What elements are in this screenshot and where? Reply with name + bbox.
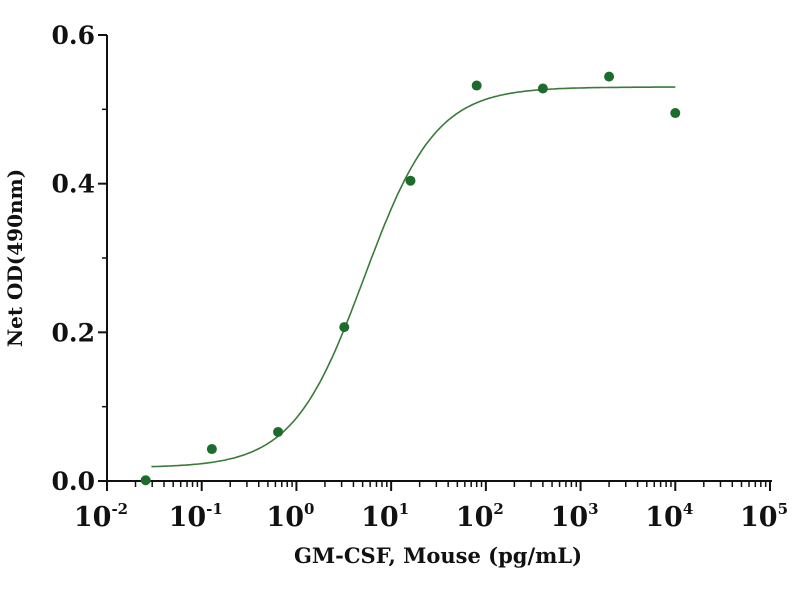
data-point — [339, 322, 350, 333]
data-point — [206, 444, 217, 455]
y-tick-label: 0.6 — [52, 21, 96, 50]
data-point — [273, 426, 284, 437]
data-point — [140, 475, 151, 486]
y-tick-label: 0.0 — [52, 467, 96, 496]
x-tick-label: 10-2 — [74, 500, 128, 533]
fit-curve — [151, 86, 676, 468]
x-tick-label: 102 — [456, 500, 504, 533]
x-tick-label: 10-1 — [169, 500, 223, 533]
data-point — [537, 83, 548, 94]
data-point — [471, 80, 482, 91]
y-axis-label: Net OD(490nm) — [3, 169, 27, 347]
x-tick-label: 103 — [551, 500, 599, 533]
data-point — [405, 175, 416, 186]
x-tick-label: 101 — [361, 500, 409, 533]
x-tick-label: 105 — [740, 500, 788, 533]
y-tick-label: 0.2 — [52, 318, 96, 347]
axes: 10-2 10-1 100 101 102 103 104 105 0.0 0.2 0.4 0.6 — [52, 21, 789, 533]
data-point — [604, 71, 615, 82]
x-tick-label: 104 — [645, 500, 693, 533]
data-point — [670, 108, 681, 119]
x-axis-label: GM-CSF, Mouse (pg/mL) — [294, 543, 582, 568]
y-tick-label: 0.4 — [52, 170, 96, 199]
x-tick-label: 100 — [266, 500, 314, 533]
data-points — [140, 71, 681, 486]
